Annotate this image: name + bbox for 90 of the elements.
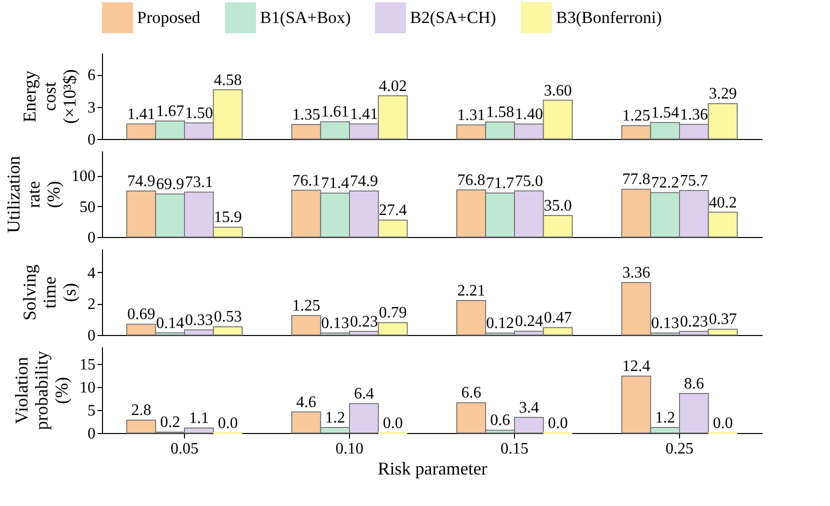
data-label: 1.41 (350, 106, 378, 123)
x-tick-label: 0.15 (500, 440, 528, 458)
y-tick-label: 15 (80, 356, 96, 374)
data-label: 1.35 (292, 106, 320, 124)
legend-label: B2(SA+CH) (410, 8, 496, 27)
data-label: 75.7 (680, 172, 708, 190)
data-label: 1.58 (486, 104, 514, 122)
y-axis-title: Violation probability (%) (12, 351, 72, 430)
data-label: 0.24 (514, 313, 543, 330)
y-tick-label: 6 (88, 67, 96, 84)
data-label: 0.79 (378, 304, 407, 322)
data-label: 1.40 (514, 106, 543, 123)
data-label: 2.21 (457, 282, 486, 300)
legend-label: B3(Bonferroni) (556, 8, 662, 27)
data-label: 1.61 (321, 104, 350, 121)
data-label: 74.9 (350, 172, 378, 190)
y-tick-label: 10 (80, 380, 96, 397)
y-tick-label: 0 (88, 426, 96, 442)
y-tick-label: 0 (88, 328, 96, 344)
data-label: 0.0 (218, 415, 238, 432)
data-label: 72.2 (651, 174, 680, 192)
data-label: 1.41 (127, 106, 156, 123)
data-label: 0.14 (156, 314, 184, 332)
data-label: 35.0 (544, 198, 572, 214)
data-label: 1.50 (184, 104, 213, 122)
y-tick-label: 0 (88, 132, 96, 148)
data-label: 0.0 (548, 415, 568, 432)
data-label: 74.9 (127, 172, 156, 190)
data-label: 6.4 (354, 386, 374, 403)
data-label: 12.4 (622, 358, 650, 376)
data-label: 76.8 (457, 172, 486, 189)
y-tick-label: 0 (88, 230, 96, 246)
legend-label: Proposed (137, 8, 201, 27)
data-label: 3.29 (708, 86, 737, 103)
data-label: 0.69 (127, 306, 156, 324)
data-label: 0.33 (184, 312, 213, 329)
y-axis-title: Energy cost (×10³$) (20, 69, 80, 124)
data-label: 0.13 (651, 314, 680, 332)
data-label: 1.2 (655, 409, 676, 426)
y-axis-title: Solving time (s) (20, 264, 80, 321)
data-label: 0.23 (350, 313, 378, 330)
x-tick-label: 0.10 (336, 440, 364, 458)
data-label: 71.4 (321, 175, 350, 192)
data-label: 0.37 (708, 311, 737, 328)
data-label: 77.8 (622, 171, 650, 188)
data-label: 1.31 (457, 106, 486, 124)
data-label: 0.2 (160, 414, 180, 432)
data-label: 0.0 (712, 415, 733, 432)
data-label: 1.67 (156, 103, 184, 120)
data-label: 1.36 (680, 106, 708, 124)
data-label: 4.58 (214, 72, 242, 89)
y-tick-label: 2 (88, 296, 96, 314)
data-label: 0.0 (382, 415, 403, 432)
y-tick-label: 50 (80, 198, 96, 216)
data-label: 1.25 (292, 297, 320, 314)
data-label: 0.53 (214, 308, 242, 326)
data-label: 75.0 (514, 172, 543, 190)
data-label: 40.2 (708, 194, 737, 212)
data-label: 0.23 (680, 313, 708, 330)
y-tick-label: 4 (88, 264, 96, 282)
y-tick-label: 5 (88, 402, 96, 420)
data-label: 71.7 (486, 174, 514, 192)
data-label: 2.8 (131, 402, 152, 420)
data-label: 8.6 (684, 376, 704, 393)
data-label: 1.54 (651, 104, 680, 122)
y-tick-label: 100 (72, 168, 96, 186)
x-tick-label: 0.05 (170, 440, 198, 458)
data-label: 1.1 (188, 410, 209, 427)
data-label: 15.9 (214, 209, 242, 226)
data-label: 4.02 (378, 78, 407, 95)
data-label: 3.4 (518, 399, 539, 416)
data-label: 6.6 (461, 384, 482, 402)
x-axis-title: Risk parameter (378, 458, 488, 478)
data-label: 0.12 (486, 315, 514, 332)
data-label: 27.4 (378, 202, 407, 220)
data-label: 73.1 (184, 174, 213, 192)
y-tick-label: 3 (88, 99, 96, 116)
data-label: 76.1 (292, 172, 320, 190)
data-label: 0.47 (544, 310, 572, 327)
data-label: 1.25 (622, 108, 650, 125)
data-label: 3.36 (622, 264, 650, 282)
data-label: 69.9 (156, 176, 184, 194)
data-label: 4.6 (296, 394, 316, 411)
data-label: 0.13 (321, 314, 350, 332)
data-label: 0.6 (490, 412, 510, 430)
data-label: 3.60 (544, 82, 572, 100)
y-axis-title: Utilization rate (%) (4, 156, 64, 233)
data-label: 1.2 (325, 409, 346, 426)
legend-label: B1(SA+Box) (260, 8, 351, 27)
x-tick-label: 0.25 (666, 440, 694, 458)
